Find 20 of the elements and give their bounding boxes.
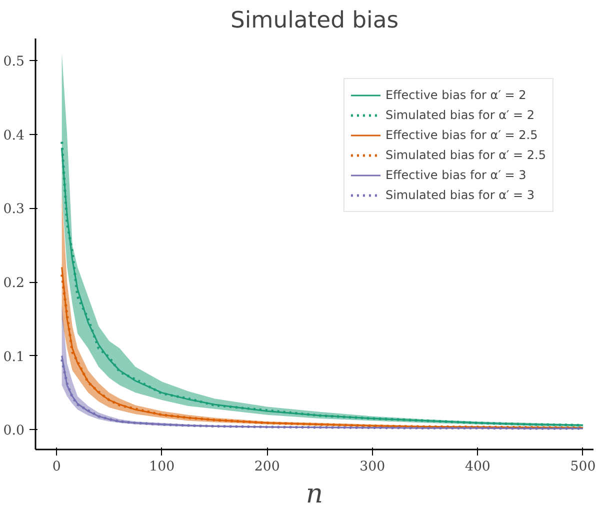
chart-title: Simulated bias — [230, 8, 399, 34]
y-tick-label: 0.5 — [3, 54, 25, 70]
y-tick-label: 0.4 — [3, 128, 25, 144]
y-tick-label: 0.1 — [3, 350, 25, 365]
x-tick-label: 500 — [570, 460, 596, 474]
legend-label: Effective bias for α′ = 2 — [385, 88, 526, 102]
y-tick-label: 0.3 — [3, 202, 25, 218]
x-tick-label: 400 — [464, 460, 490, 474]
x-tick-label: 100 — [149, 460, 175, 474]
legend-label: Effective bias for α′ = 3 — [385, 168, 526, 182]
x-tick-label: 0 — [52, 460, 61, 474]
legend-label: Simulated bias for α′ = 2.5 — [385, 148, 546, 162]
x-tick-label: 200 — [254, 460, 280, 474]
legend-label: Simulated bias for α′ = 3 — [385, 188, 535, 202]
y-tick-label: 0.0 — [3, 424, 25, 439]
legend-label: Simulated bias for α′ = 2 — [385, 108, 535, 122]
legend-label: Effective bias for α′ = 2.5 — [385, 128, 538, 142]
x-axis-title: n — [306, 478, 324, 510]
x-tick-label: 300 — [360, 460, 386, 474]
y-tick-label: 0.2 — [3, 276, 25, 291]
